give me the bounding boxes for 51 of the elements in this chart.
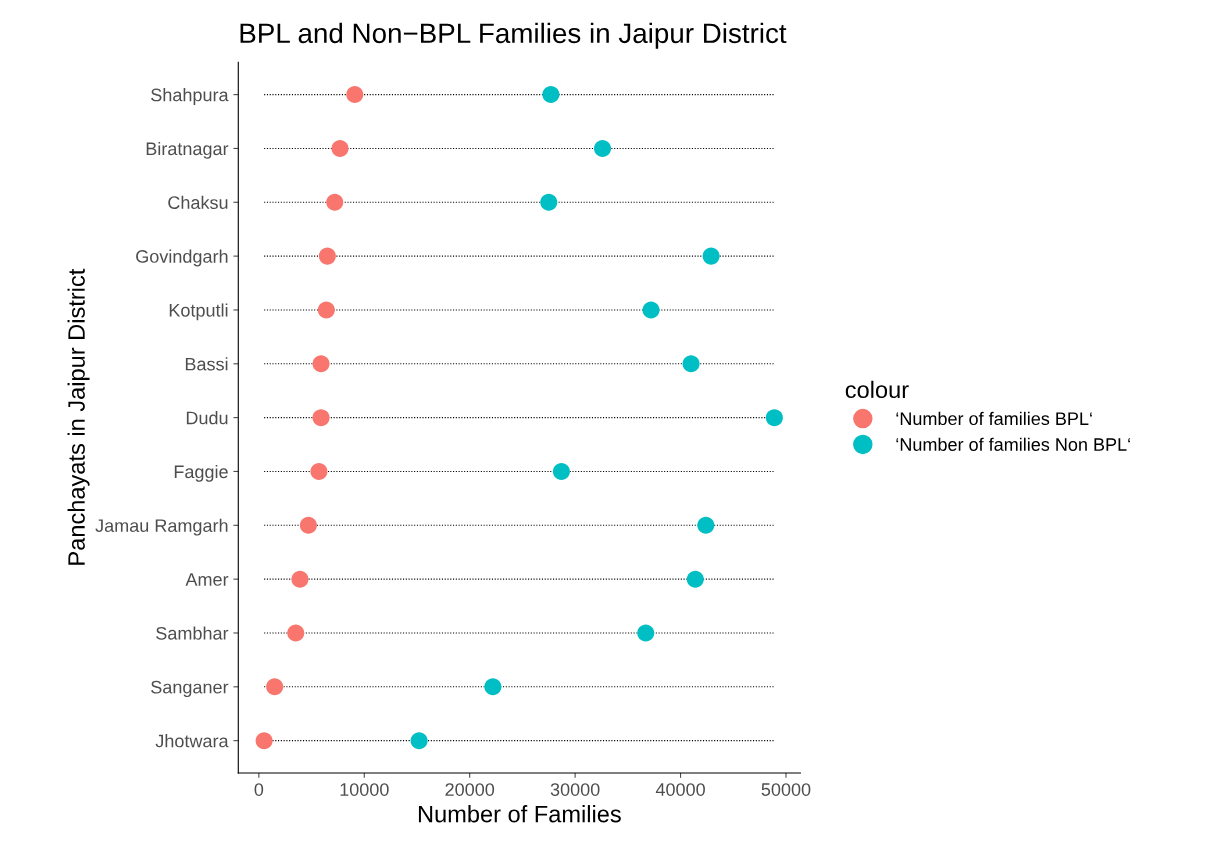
y-tick-label: Dudu [186, 411, 228, 425]
point [331, 139, 349, 157]
x-tick-label: 50000 [761, 783, 811, 796]
point [287, 624, 305, 642]
legend-label: ‘Number of families BPL‘ [896, 411, 1092, 426]
y-tick-label: Chaksu [168, 195, 228, 209]
y-tick-label: Faggie [174, 464, 228, 482]
point [410, 732, 428, 750]
point [697, 516, 715, 534]
chart-title: BPL and Non−BPL Families in Jaipur District [240, 22, 787, 49]
x-tick-label: 10000 [340, 783, 389, 796]
point [310, 462, 328, 480]
y-tick-label: Jamau Ramgarh [95, 518, 228, 536]
point [255, 732, 273, 750]
point [686, 570, 704, 588]
x-tick-label: 20000 [445, 783, 495, 796]
point [552, 462, 570, 480]
y-tick-label: Jhotwara [155, 734, 229, 748]
point [540, 193, 558, 211]
point [542, 86, 560, 104]
point [317, 301, 335, 319]
x-tick-label: 40000 [655, 783, 705, 796]
point [312, 355, 330, 373]
y-axis-title: Panchayats in Jaipur District [67, 268, 90, 565]
x-tick-label: 0 [254, 783, 264, 796]
y-tick-label: Biratnagar [146, 141, 229, 159]
x-tick-label: 30000 [550, 783, 600, 796]
y-tick-label: Kotputli [169, 303, 228, 321]
point [765, 409, 783, 427]
x-axis-title: Number of Families [418, 805, 621, 823]
legend-title: colour [845, 380, 909, 399]
y-tick-label: Bassi [185, 357, 228, 371]
point [318, 247, 336, 265]
legend-label: ‘Number of families Non BPL‘ [896, 437, 1131, 451]
point [346, 86, 364, 104]
y-tick-label: Shahpura [151, 88, 229, 105]
point [484, 678, 502, 696]
point [642, 301, 660, 319]
y-tick-label: Sambhar [156, 626, 229, 640]
point [299, 516, 317, 534]
point [702, 247, 720, 265]
y-tick-label: Govindgarh [136, 249, 228, 267]
y-tick-label: Sanganer [151, 680, 229, 698]
point [637, 624, 655, 642]
y-tick-label: Amer [185, 573, 229, 586]
point [594, 139, 612, 157]
point [682, 355, 700, 373]
point [291, 570, 309, 588]
point [326, 193, 344, 211]
point [312, 409, 330, 427]
point [266, 678, 284, 696]
